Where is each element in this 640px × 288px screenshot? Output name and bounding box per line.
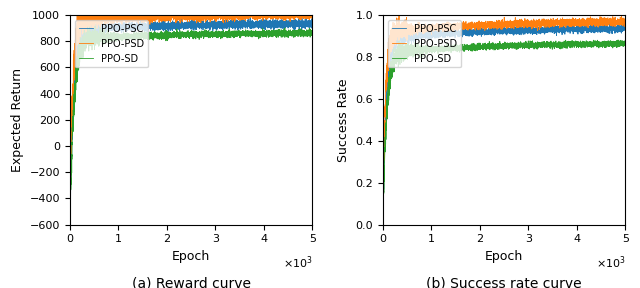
X-axis label: Epoch: Epoch	[172, 250, 211, 263]
Line: PPO-PSC: PPO-PSC	[383, 23, 625, 225]
PPO-SD	[266, 35, 273, 38]
Line: PPO-SD: PPO-SD	[70, 26, 312, 224]
PPO-PSC	[224, 21, 232, 24]
PPO-PSC	[621, 28, 629, 32]
PPO-PSC	[110, 26, 118, 30]
PPO-PSC	[76, 11, 84, 14]
PPO-SD	[614, 38, 622, 42]
PPO-PSD	[472, 25, 479, 29]
PPO-PSD	[159, 18, 166, 22]
PPO-PSD	[308, 12, 316, 15]
PPO-SD	[621, 41, 629, 45]
PPO-PSD	[247, 9, 255, 12]
PPO-SD	[224, 32, 232, 35]
PPO-PSC	[579, 28, 586, 32]
PPO-SD	[247, 32, 255, 35]
PPO-PSC	[66, 216, 74, 220]
PPO-SD	[579, 44, 586, 47]
PPO-PSD	[525, 19, 532, 22]
Y-axis label: Expected Return: Expected Return	[11, 68, 24, 172]
PPO-PSC	[308, 24, 316, 27]
PPO-PSC	[379, 219, 387, 223]
PPO-PSC	[423, 33, 431, 37]
PPO-PSD	[110, 18, 118, 21]
Legend: PPO-PSC, PPO-PSD, PPO-SD: PPO-PSC, PPO-PSD, PPO-SD	[75, 20, 148, 67]
Text: $\times 10^3$: $\times 10^3$	[283, 254, 312, 270]
PPO-PSD	[537, 24, 545, 27]
Line: PPO-PSC: PPO-PSC	[70, 12, 312, 220]
Title: (b) Success rate curve: (b) Success rate curve	[426, 276, 582, 288]
PPO-SD	[472, 45, 479, 48]
Title: (a) Reward curve: (a) Reward curve	[132, 276, 251, 288]
Line: PPO-PSD: PPO-PSD	[70, 2, 312, 227]
PPO-PSC	[524, 29, 532, 32]
PPO-PSC	[212, 27, 220, 30]
PPO-PSD	[579, 21, 586, 24]
PPO-SD	[423, 45, 431, 48]
PPO-SD	[379, 223, 387, 226]
PPO-PSC	[266, 19, 273, 23]
PPO-PSD	[266, 11, 273, 15]
PPO-SD	[537, 41, 545, 45]
Line: PPO-PSD: PPO-PSD	[383, 15, 625, 225]
PPO-PSD	[395, 13, 403, 17]
PPO-PSD	[66, 218, 74, 221]
PPO-SD	[110, 34, 118, 38]
PPO-PSC	[472, 29, 479, 33]
PPO-PSC	[247, 26, 255, 30]
PPO-SD	[560, 42, 568, 46]
PPO-PSD	[224, 18, 232, 22]
PPO-PSD	[379, 213, 387, 217]
PPO-SD	[66, 222, 74, 226]
PPO-PSD	[379, 223, 387, 226]
PPO-SD	[524, 39, 532, 43]
PPO-PSC	[66, 219, 74, 222]
PPO-SD	[159, 33, 166, 36]
PPO-PSC	[379, 223, 387, 226]
PPO-SD	[92, 24, 99, 28]
Y-axis label: Success Rate: Success Rate	[337, 78, 350, 162]
PPO-PSD	[66, 226, 74, 229]
PPO-PSD	[83, 1, 90, 4]
PPO-PSC	[620, 22, 628, 25]
PPO-PSC	[560, 29, 568, 32]
Legend: PPO-PSC, PPO-PSD, PPO-SD: PPO-PSC, PPO-PSD, PPO-SD	[388, 20, 461, 67]
PPO-PSD	[212, 18, 220, 21]
PPO-PSD	[560, 21, 568, 24]
PPO-PSC	[537, 28, 545, 31]
Text: $\times 10^3$: $\times 10^3$	[596, 254, 625, 270]
PPO-PSC	[159, 23, 166, 26]
PPO-SD	[308, 33, 316, 36]
Line: PPO-SD: PPO-SD	[383, 40, 625, 225]
PPO-SD	[212, 30, 220, 33]
PPO-PSD	[423, 25, 431, 28]
PPO-PSD	[621, 20, 629, 24]
X-axis label: Epoch: Epoch	[485, 250, 524, 263]
